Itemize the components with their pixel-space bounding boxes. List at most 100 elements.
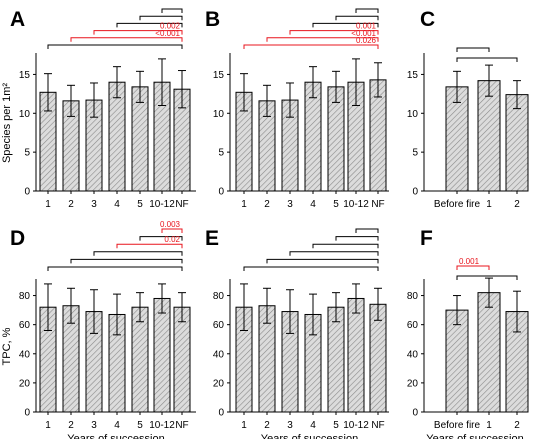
significance-bracket [47,266,183,271]
significance-bracket [161,228,183,233]
x-axis-label: Years of succession [67,433,164,439]
y-tick-label: 60 [213,320,225,331]
panel-D: D 1 2 3 4 5 10-12 NF 0 20 40 60 80 TPC, % Years of suc… [1,220,196,439]
x-tick-label: 10-12 [149,420,175,431]
x-tick-label: 3 [91,420,97,431]
x-tick-label: 2 [514,199,520,210]
p-value-label: 0.002 [160,22,181,31]
y-tick-label: 80 [407,291,419,302]
y-tick-label: 40 [213,349,225,360]
x-tick-label: 10-12 [343,420,369,431]
x-tick-label: 1 [241,420,247,431]
y-tick-label: 80 [213,291,225,302]
x-tick-label: 2 [514,420,520,431]
significance-bracket [289,30,379,35]
x-tick-label: 1 [241,199,247,210]
significance-bracket [456,265,490,270]
significance-bracket [243,266,379,271]
y-tick-label: 60 [19,320,31,331]
y-tick-label: 0 [218,187,224,198]
x-tick-label: 5 [137,420,143,431]
significance-bracket [312,22,379,28]
significance-bracket [335,15,379,21]
y-tick-label: 15 [19,70,31,81]
p-value-label: <0.001 [351,29,376,38]
y-tick-label: 10 [407,109,419,120]
significance-bracket [70,37,183,42]
x-tick-label: 5 [137,199,143,210]
significance-bracket [355,8,379,13]
x-tick-label: 5 [333,420,339,431]
significance-bracket [116,22,183,28]
y-tick-label: 5 [218,148,224,159]
significance-bracket [312,243,379,249]
x-axis-label: Years of succession [426,433,523,439]
x-tick-label: 4 [310,199,316,210]
significance-bracket [70,258,183,264]
y-axis-label: Species per 1m² [1,83,13,163]
significance-bracket [456,275,518,280]
p-value-label: 0.026 [356,36,377,45]
x-tick-label: NF [371,199,384,210]
bar [173,306,191,413]
bar [347,297,365,413]
p-value-label: 0.02 [164,235,180,244]
significance-bracket [93,30,183,35]
y-tick-label: 15 [213,70,225,81]
x-tick-label: 2 [264,420,270,431]
y-tick-label: 10 [19,109,31,120]
y-tick-label: 0 [412,187,418,198]
significance-bracket [289,251,379,256]
panel-letter: C [420,8,435,31]
panel-letter: E [205,227,219,250]
y-tick-label: 10 [213,109,225,120]
y-tick-label: 0 [24,187,30,198]
y-tick-label: 80 [19,291,31,302]
significance-bracket [456,47,490,52]
y-tick-label: 40 [407,349,419,360]
x-tick-label: 3 [91,199,97,210]
x-tick-label: 2 [68,420,74,431]
y-tick-label: 60 [407,320,419,331]
panel-letter: B [205,8,220,31]
x-tick-label: NF [175,199,188,210]
panel-E: E 1 2 3 4 5 10-12 NF 0 20 40 60 80 Years of successio… [205,227,389,439]
y-tick-label: 20 [213,378,225,389]
x-axis-label: Years of succession [261,433,358,439]
bar [445,309,469,413]
bar [153,297,171,413]
x-tick-label: 1 [486,199,492,210]
p-value-label: 0.001 [356,22,377,31]
x-tick-label: 10-12 [149,199,175,210]
panel-A: A 1 2 3 4 5 10-12 NF 0 5 10 15 Species per 1m² 0.002<… [1,8,196,210]
bar [131,306,149,413]
significance-bracket [335,236,379,241]
x-tick-label: 2 [264,199,270,210]
x-tick-label: 1 [486,420,492,431]
y-tick-label: 20 [407,378,419,389]
significance-bracket [266,258,379,264]
significance-bracket [355,228,379,233]
significance-bracket [161,8,183,13]
significance-bracket [93,251,183,256]
bar [304,81,322,192]
panel-letter: A [10,8,25,31]
y-axis-label: TPC, % [1,327,13,365]
x-tick-label: NF [175,420,188,431]
x-tick-label: 4 [114,199,120,210]
x-tick-label: Before fire [434,420,481,431]
significance-bracket [456,57,518,62]
significance-bracket [47,44,183,49]
y-tick-label: 0 [24,408,30,419]
y-tick-label: 15 [407,70,419,81]
p-value-label: <0.001 [155,29,180,38]
p-value-label: 0.003 [160,220,181,229]
panel-letter: F [420,227,433,250]
x-tick-label: 1 [45,420,51,431]
significance-bracket [243,44,379,49]
x-tick-label: 5 [333,199,339,210]
x-tick-label: NF [371,420,384,431]
significance-bracket [139,15,183,21]
